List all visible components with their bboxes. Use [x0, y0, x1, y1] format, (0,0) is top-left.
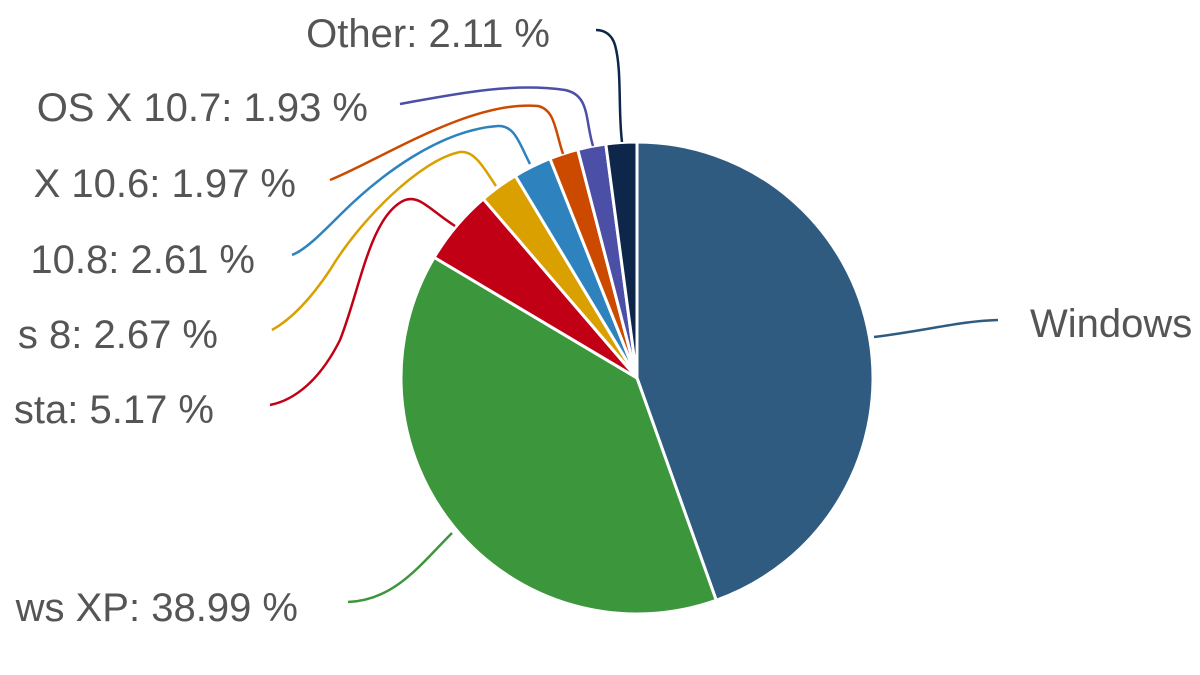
connector-line-mac-os-x-10-6: [329, 104, 565, 182]
connector-line-mac-os-x-10-8: [291, 124, 532, 257]
slice-label-windows-7: Windows: [1030, 302, 1192, 346]
slice-label-windows-8: s 8: 2.67 %: [18, 313, 218, 357]
connector-line-windows-xp: [347, 532, 453, 604]
connector-line-windows-vista: [269, 197, 456, 407]
slice-label-windows-vista: sta: 5.17 %: [14, 388, 214, 432]
pie-slice-windows-7: [635, 140, 875, 602]
pie-slice-other: [604, 140, 639, 380]
slice-label-windows-xp: ws XP: 38.99 %: [15, 586, 298, 630]
slice-label-other: Other: 2.11 %: [306, 12, 550, 56]
connector-line-other: [595, 28, 624, 143]
slice-label-mac-os-x-10-7: OS X 10.7: 1.93 %: [37, 86, 368, 130]
labels-group: Windows ws XP: 38.99 % sta: 5.17 % s 8: 2.6…: [14, 12, 1192, 630]
connector-line-windows-7: [873, 318, 999, 339]
slices-group: [399, 140, 875, 616]
slice-label-mac-os-x-10-8: 10.8: 2.61 %: [30, 238, 255, 282]
connector-line-windows-8: [271, 150, 498, 332]
pie-slice-windows-xp: [399, 255, 718, 616]
connectors-group: [269, 28, 999, 604]
slice-label-mac-os-x-10-6: X 10.6: 1.97 %: [34, 162, 296, 206]
connector-line-mac-os-x-10-7: [399, 86, 595, 147]
